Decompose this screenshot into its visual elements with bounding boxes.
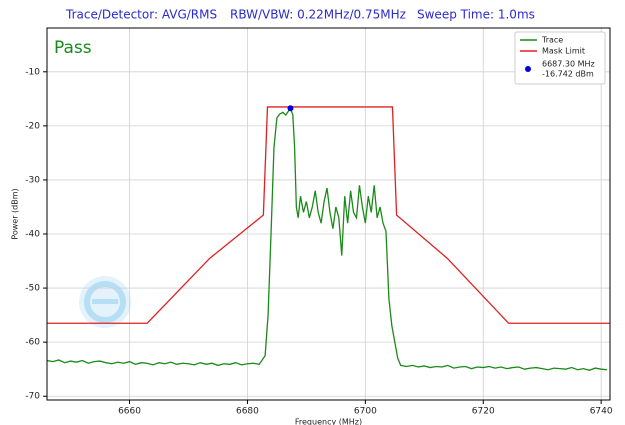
series-line xyxy=(47,106,608,371)
plot-frame xyxy=(46,27,611,401)
x-tick-label: 6680 xyxy=(236,407,259,417)
y-tick-label: -40 xyxy=(25,230,40,240)
marker-point xyxy=(287,105,294,112)
y-tick-label: -50 xyxy=(25,284,40,294)
x-tick-label: 6720 xyxy=(472,407,495,417)
legend-marker xyxy=(525,66,531,72)
legend-box xyxy=(514,31,606,85)
header-text: RBW/VBW: 0.22MHz/0.75MHz xyxy=(230,8,406,22)
legend-label: Trace xyxy=(541,36,563,45)
x-tick-label: 6700 xyxy=(354,407,377,417)
series-line xyxy=(47,106,610,324)
legend-label: 6687.30 MHz xyxy=(542,60,595,69)
y-tick-label: -30 xyxy=(25,175,40,185)
plot xyxy=(47,106,610,371)
header-text: Trace/Detector: AVG/RMS xyxy=(65,8,217,22)
y-tick-label: -10 xyxy=(25,67,40,77)
header-text: Sweep Time: 1.0ms xyxy=(417,8,535,22)
y-tick-label: -60 xyxy=(25,338,40,348)
x-tick-label: 6740 xyxy=(590,407,613,417)
y-tick-label: -20 xyxy=(25,121,40,131)
legend-label: Mask Limit xyxy=(542,47,585,56)
x-tick-label: 6660 xyxy=(118,407,141,417)
y-tick-label: -70 xyxy=(25,392,40,402)
legend-label: -16.742 dBm xyxy=(542,70,594,79)
pass-annotation: Pass xyxy=(54,38,92,58)
x-axis-label: Frequency (MHz) xyxy=(295,418,362,425)
watermark xyxy=(79,276,131,328)
y-axis-label: Power (dBm) xyxy=(11,188,20,239)
